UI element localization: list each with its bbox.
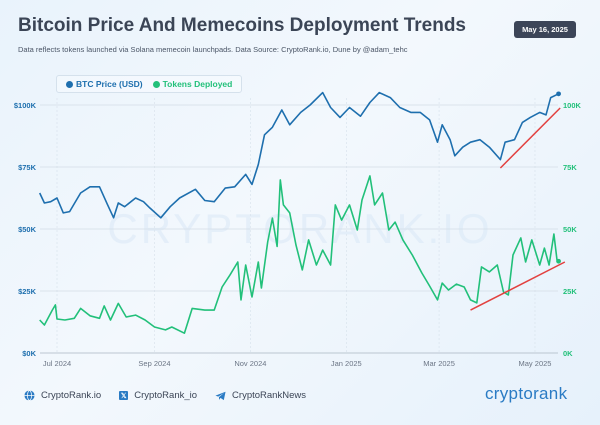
x-tick-label: May 2025 [519,359,552,368]
telegram-icon [215,391,226,400]
legend-item-btc[interactable]: BTC Price (USD) [66,79,143,89]
footer-telegram: CryptoRankNews [232,390,306,401]
y-left-tick-label: $0K [22,349,36,358]
btc-price-end-point [556,91,561,97]
tokens-deployed-line [39,175,560,334]
y-right-tick-label: 50K [563,225,577,234]
legend-label-btc: BTC Price (USD) [76,79,143,89]
y-left-tick-label: $50K [18,225,37,234]
chart-title: Bitcoin Price And Memecoins Deployment T… [18,15,467,36]
footer-website-link[interactable]: CryptoRank.io [24,390,101,401]
x-tick-label: Jul 2024 [43,359,71,368]
chart-subtitle: Data reflects tokens launched via Solana… [18,45,408,54]
x-icon: 𝕏 [119,391,129,400]
x-tick-label: Sep 2024 [138,359,170,368]
date-badge: May 16, 2025 [514,21,576,38]
y-right-tick-label: 100K [563,101,582,110]
y-left-tick-label: $25K [18,287,37,296]
y-right-tick-label: 75K [563,163,577,172]
x-tick-label: Mar 2025 [423,359,455,368]
legend-item-tokens[interactable]: Tokens Deployed [152,79,233,89]
footer-website: CryptoRank.io [41,390,102,401]
watermark: CRYPTORANK.IO [107,205,492,252]
footer-telegram-link[interactable]: CryptoRankNews [215,390,306,401]
y-right-tick-label: 25K [563,287,577,296]
btc-trendline [499,107,561,169]
footer: CryptoRank.io 𝕏 CryptoRank_io CryptoRank… [24,390,306,401]
legend-label-tokens: Tokens Deployed [162,79,233,89]
globe-icon [24,390,35,401]
y-left-tick-label: $100K [14,101,37,110]
y-left-tick-label: $75K [18,163,37,172]
x-tick-label: Nov 2024 [234,359,266,368]
btc-legend-dot-icon [66,80,73,88]
footer-x-handle: CryptoRank_io [134,390,198,401]
tokens-trendline [470,261,566,311]
btc-price-line [38,91,559,219]
tokens-deployed-end-point [556,258,561,264]
footer-x-link[interactable]: 𝕏 CryptoRank_io [119,390,197,401]
x-tick-label: Jan 2025 [331,359,362,368]
legend: BTC Price (USD) Tokens Deployed [56,75,243,93]
cryptorank-logo: cryptorank [485,384,568,403]
tokens-legend-dot-icon [152,80,160,88]
y-right-tick-label: 0K [563,349,573,358]
